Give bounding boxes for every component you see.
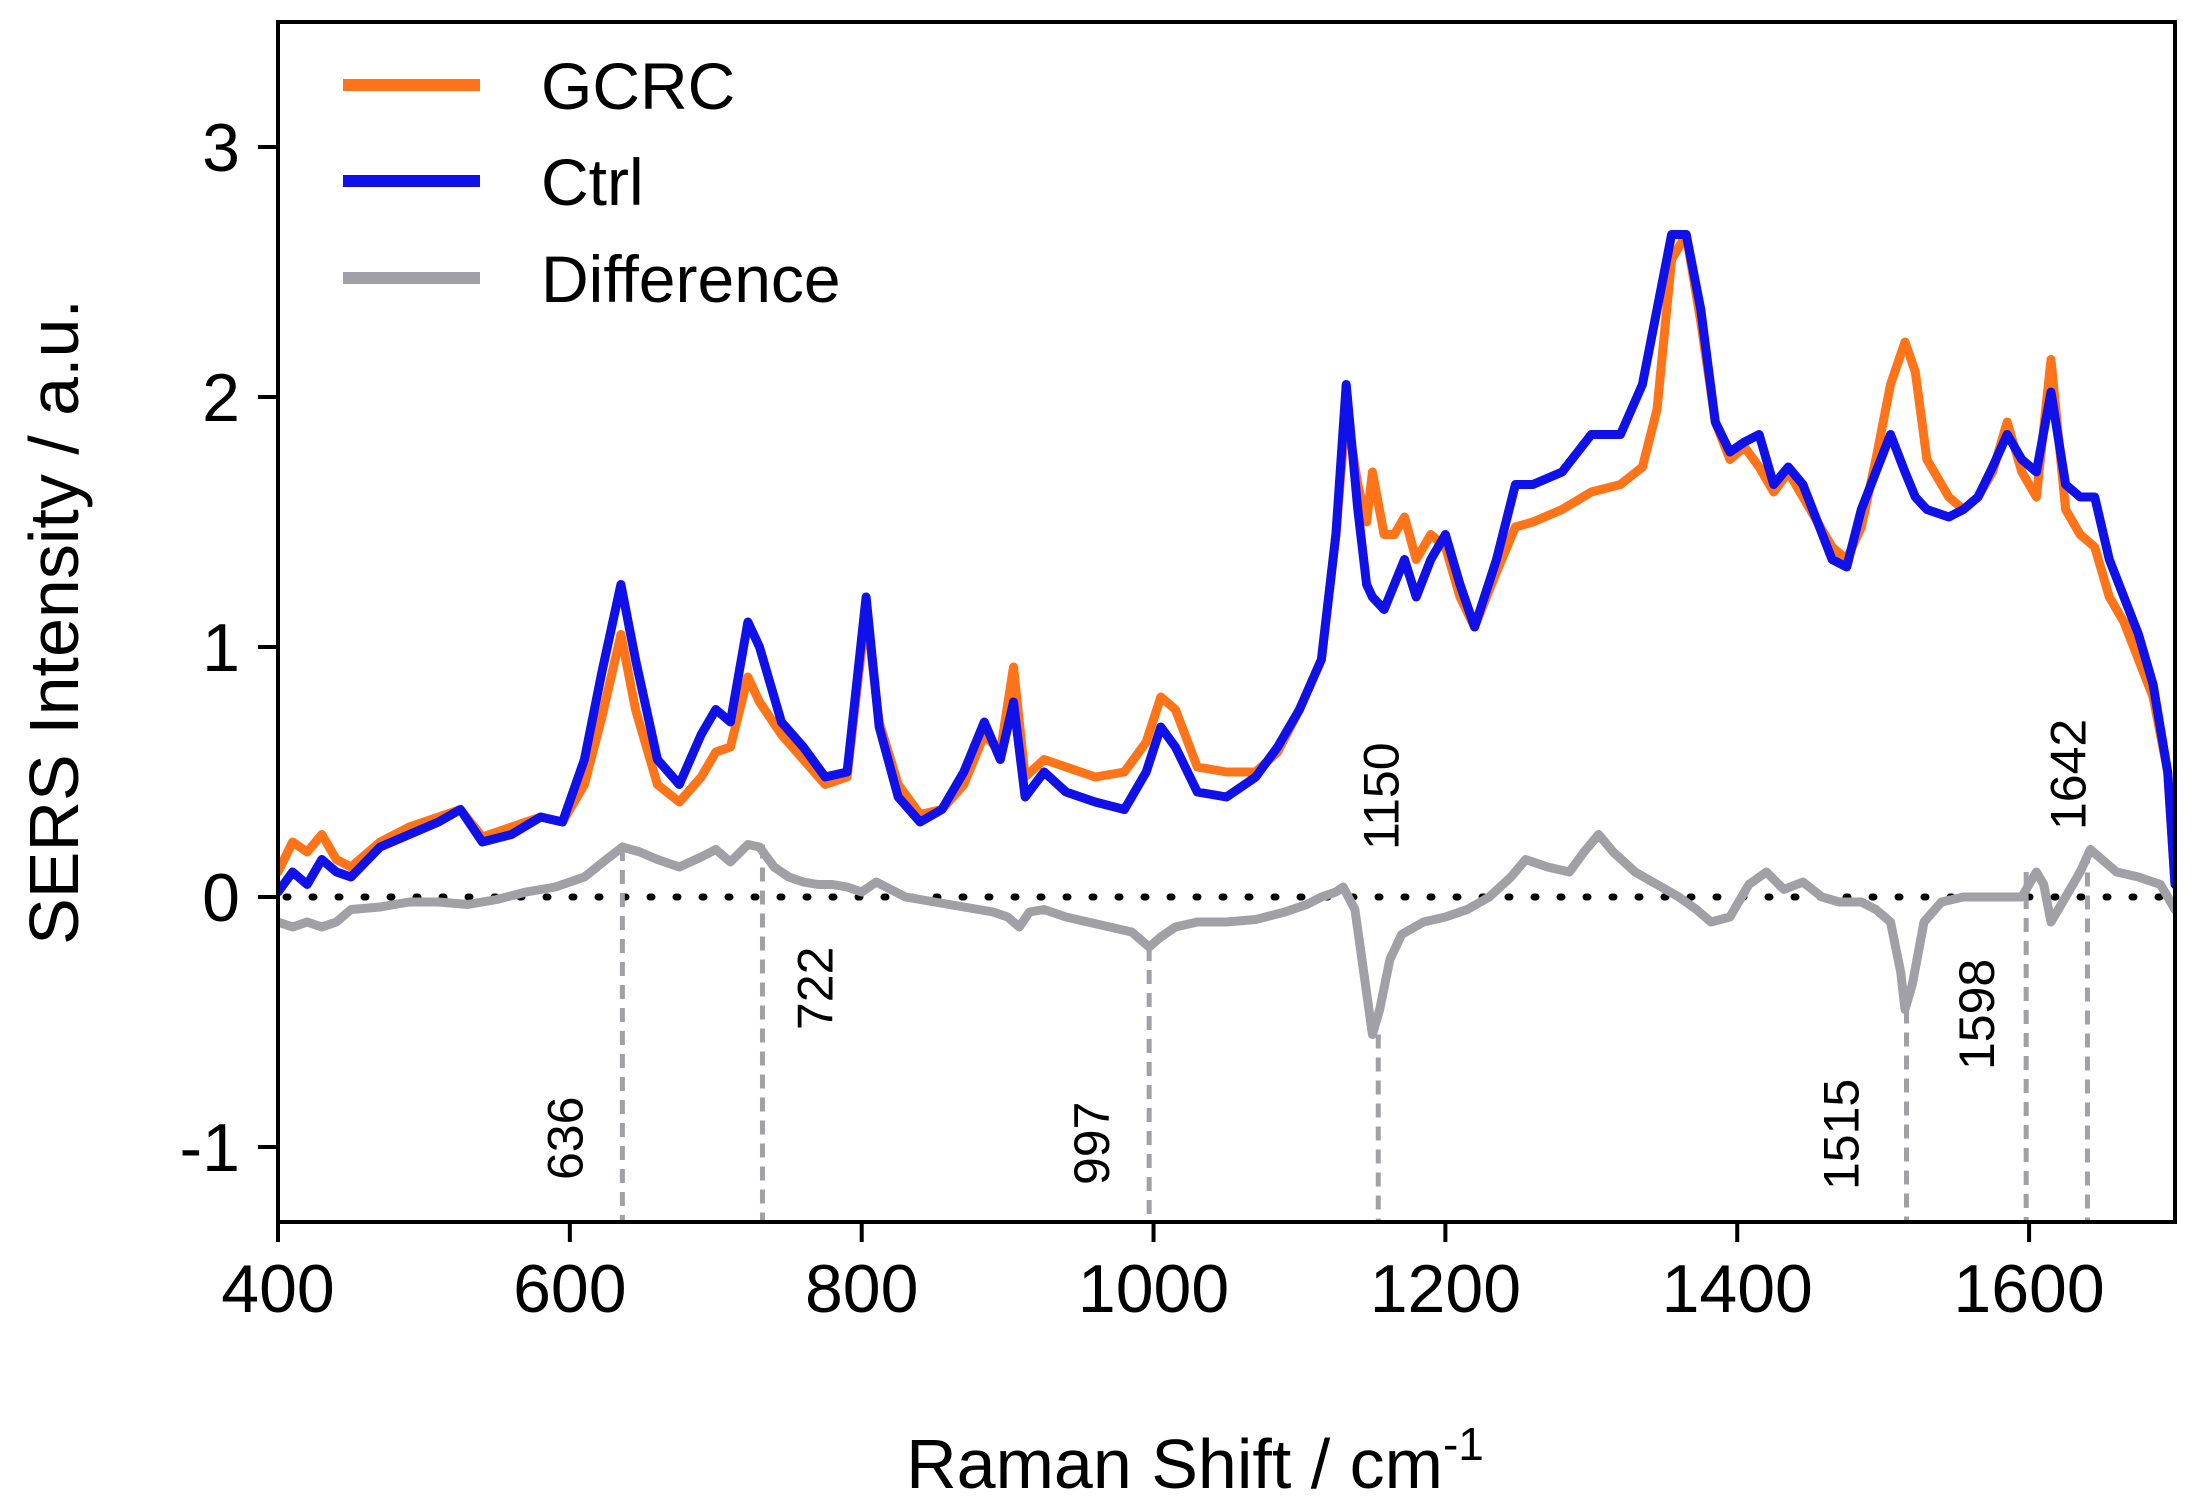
series-line-gcrc xyxy=(278,230,2175,889)
series-line-difference xyxy=(278,830,2175,1039)
y-tick-label: 3 xyxy=(202,110,240,186)
plot-frame xyxy=(276,20,2177,1224)
annotation-label-1642: 1642 xyxy=(2040,719,2096,830)
series-line-ctrl xyxy=(278,230,2175,897)
x-tick-label: 1400 xyxy=(1662,1251,1813,1327)
y-tick-label: 2 xyxy=(202,360,240,436)
legend-label-difference: Difference xyxy=(541,242,841,316)
x-tick-label: 1000 xyxy=(1078,1251,1229,1327)
x-tick-label: 1200 xyxy=(1370,1251,1521,1327)
annotation-lines xyxy=(619,844,2090,1222)
x-tick-label: 600 xyxy=(513,1251,626,1327)
x-axis-title-superscript: -1 xyxy=(1443,1418,1484,1470)
x-axis-ticks: 400 600 800 1000 1200 1400 1600 xyxy=(221,1222,2105,1327)
legend-label-gcrc: GCRC xyxy=(541,49,735,123)
legend: GCRC Ctrl Difference xyxy=(343,49,841,316)
y-axis-title: SERS Intensity / a.u. xyxy=(15,299,93,945)
y-tick-label: 1 xyxy=(202,610,240,686)
x-tick-label: 1600 xyxy=(1953,1251,2104,1327)
legend-label-ctrl: Ctrl xyxy=(541,145,644,219)
x-axis-title: Raman Shift / cm-1 xyxy=(906,1418,1484,1503)
annotation-label-1515: 1515 xyxy=(1814,1079,1870,1190)
y-tick-label: 0 xyxy=(202,860,240,936)
x-axis-title-main: Raman Shift / cm xyxy=(906,1425,1443,1503)
annotation-label-636: 636 xyxy=(537,1097,593,1180)
annotation-labels: 636 722 997 1150 1515 1598 1642 xyxy=(537,719,2096,1190)
x-tick-label: 400 xyxy=(221,1251,334,1327)
annotation-label-997: 997 xyxy=(1064,1102,1120,1185)
annotation-label-1598: 1598 xyxy=(1949,959,2005,1070)
y-tick-label: -1 xyxy=(180,1110,240,1186)
annotation-label-722: 722 xyxy=(787,947,843,1030)
x-tick-label: 800 xyxy=(805,1251,918,1327)
annotation-label-1150: 1150 xyxy=(1353,742,1409,850)
series-group xyxy=(278,230,2175,1039)
y-axis-ticks: -1 0 1 2 3 xyxy=(180,110,278,1186)
